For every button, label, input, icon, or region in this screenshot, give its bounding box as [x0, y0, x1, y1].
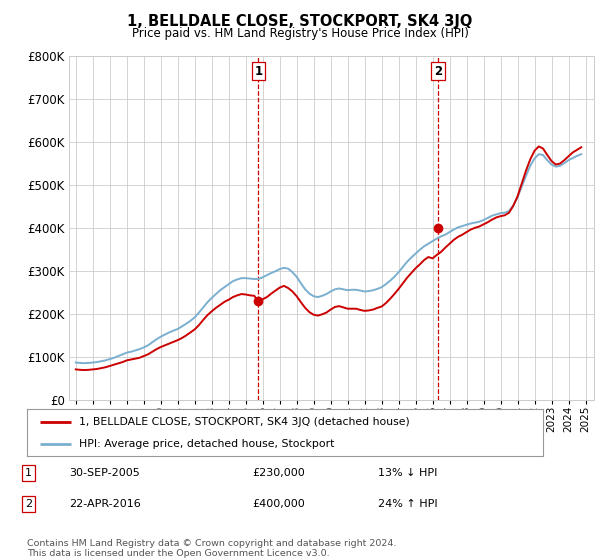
Text: 24% ↑ HPI: 24% ↑ HPI [378, 499, 437, 509]
Text: 2: 2 [25, 499, 32, 509]
Text: Contains HM Land Registry data © Crown copyright and database right 2024.
This d: Contains HM Land Registry data © Crown c… [27, 539, 397, 558]
Text: £230,000: £230,000 [252, 468, 305, 478]
Text: £400,000: £400,000 [252, 499, 305, 509]
Text: 22-APR-2016: 22-APR-2016 [69, 499, 141, 509]
Text: Price paid vs. HM Land Registry's House Price Index (HPI): Price paid vs. HM Land Registry's House … [131, 27, 469, 40]
Text: 1, BELLDALE CLOSE, STOCKPORT, SK4 3JQ: 1, BELLDALE CLOSE, STOCKPORT, SK4 3JQ [127, 14, 473, 29]
Text: 13% ↓ HPI: 13% ↓ HPI [378, 468, 437, 478]
Text: 1: 1 [25, 468, 32, 478]
Text: 1: 1 [254, 64, 263, 78]
Text: HPI: Average price, detached house, Stockport: HPI: Average price, detached house, Stoc… [79, 438, 334, 449]
Text: 1, BELLDALE CLOSE, STOCKPORT, SK4 3JQ (detached house): 1, BELLDALE CLOSE, STOCKPORT, SK4 3JQ (d… [79, 417, 409, 427]
Text: 30-SEP-2005: 30-SEP-2005 [69, 468, 140, 478]
Text: 2: 2 [434, 64, 442, 78]
